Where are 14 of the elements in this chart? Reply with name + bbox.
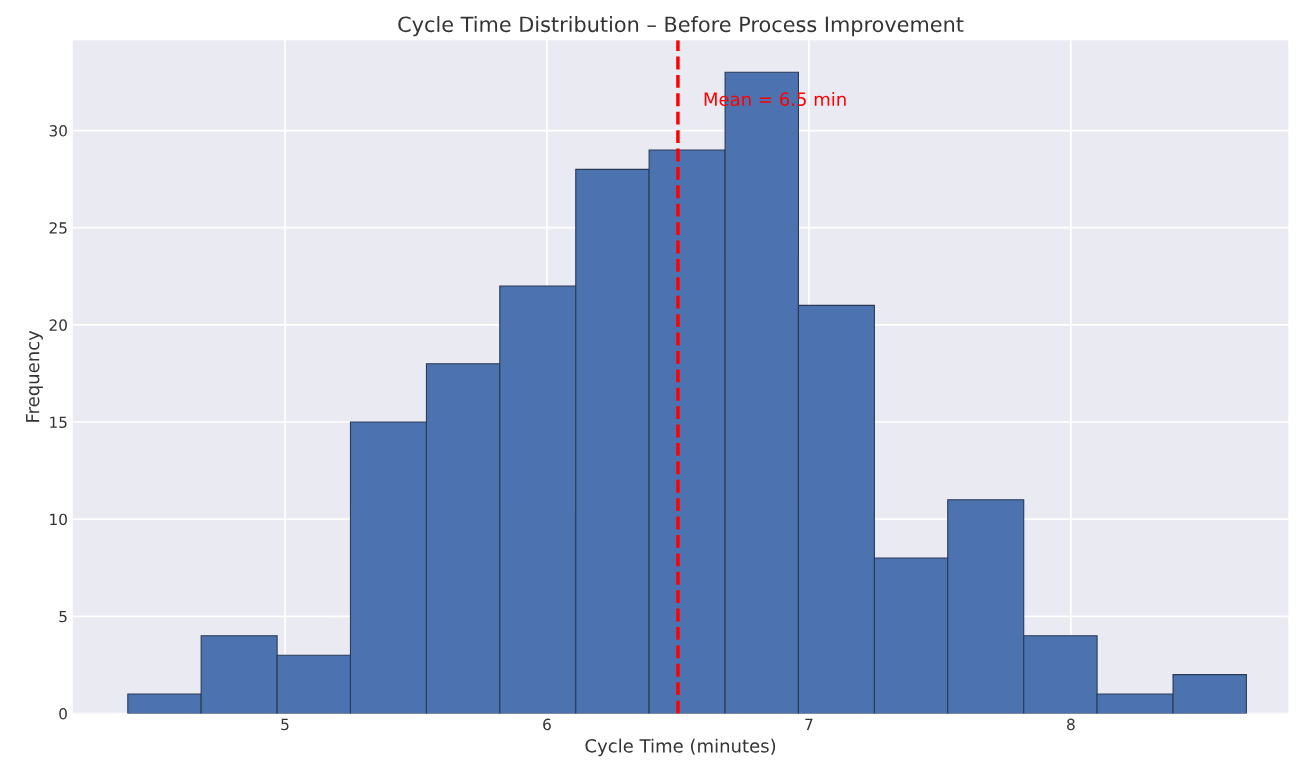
y-tick-label: 20 xyxy=(49,319,67,331)
y-tick-label: 10 xyxy=(50,513,67,526)
y-tick-label: 30 xyxy=(49,125,67,137)
x-tick-label: 6 xyxy=(543,718,551,731)
y-tick-label: 15 xyxy=(50,416,67,429)
x-tick-label: 8 xyxy=(1067,718,1075,731)
y-tick-label: 5 xyxy=(59,610,67,623)
x-axis-title: Cycle Time (minutes) xyxy=(585,738,776,757)
y-axis-title: Frequency xyxy=(26,330,43,422)
y-tick-label: 0 xyxy=(59,707,67,720)
chart-title: Cycle Time Distribution – Before Process Improvement xyxy=(398,16,964,37)
y-tick-label: 25 xyxy=(49,222,67,234)
x-tick-label: 5 xyxy=(281,718,289,731)
x-tick-label: 7 xyxy=(805,718,813,730)
